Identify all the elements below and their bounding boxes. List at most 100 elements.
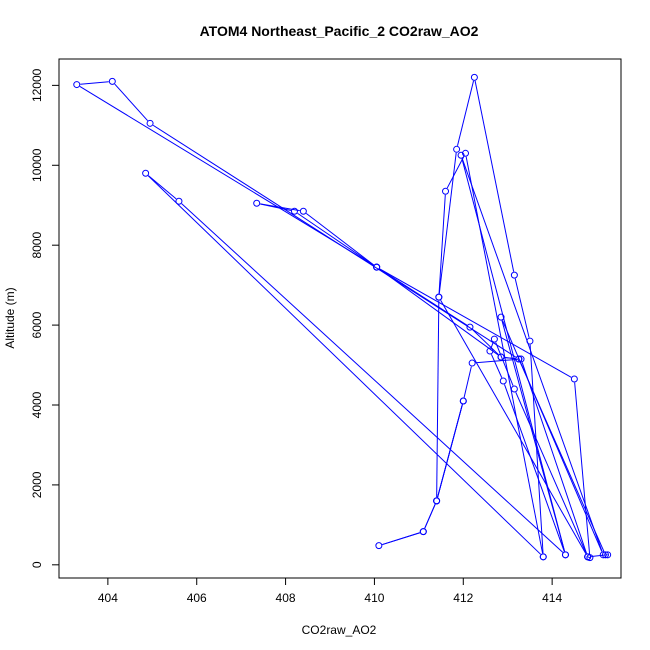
data-point	[486, 347, 494, 355]
data-point	[510, 271, 518, 279]
series-line-segment	[424, 503, 436, 529]
data-point	[470, 73, 478, 81]
data-point	[146, 119, 154, 127]
series-line-segment	[437, 404, 463, 498]
data-point	[142, 169, 150, 177]
data-point	[453, 145, 461, 153]
y-tick-label: 4000	[30, 391, 44, 418]
y-axis-label: Altitude (m)	[3, 287, 17, 348]
data-point	[584, 553, 592, 561]
y-tick-label: 12000	[30, 68, 44, 102]
series-line-segment	[379, 268, 572, 378]
series-line-segment	[472, 329, 499, 355]
data-point	[526, 337, 534, 345]
series-line-segment	[463, 366, 472, 398]
x-tick-label: 406	[187, 591, 207, 605]
data-point	[457, 151, 465, 159]
x-tick-label: 412	[453, 591, 473, 605]
x-tick-label: 408	[276, 591, 296, 605]
y-tick-label: 10000	[30, 148, 44, 182]
data-point	[539, 553, 547, 561]
data-point	[299, 207, 307, 215]
series-line-segment	[521, 362, 588, 554]
data-point	[175, 197, 183, 205]
data-point	[599, 551, 607, 559]
data-point	[442, 187, 450, 195]
series-line-segment	[504, 384, 565, 552]
data-point	[419, 528, 427, 536]
data-point	[510, 385, 518, 393]
x-tick-label: 404	[98, 591, 118, 605]
series-line-segment	[438, 194, 446, 294]
data-series	[73, 73, 612, 562]
y-tick-label: 6000	[30, 311, 44, 338]
series-line-segment	[587, 556, 591, 559]
data-point	[468, 359, 476, 367]
series-line-segment	[495, 342, 514, 386]
data-point	[433, 497, 441, 505]
data-point	[435, 293, 443, 301]
series-line-segment	[382, 532, 421, 546]
data-point	[601, 551, 609, 559]
x-axis: 404 406 408 410 412 414	[98, 577, 562, 605]
x-axis-label: CO2raw_AO2	[302, 623, 377, 637]
x-tick-label: 410	[364, 591, 384, 605]
series-line-segment	[260, 203, 300, 212]
series-line-segment	[379, 268, 499, 356]
data-point	[73, 81, 81, 89]
data-point	[462, 149, 470, 157]
series-line-segment	[446, 156, 465, 189]
series-line-segment	[456, 80, 475, 146]
series-line-segment	[461, 158, 603, 552]
series-line-segment	[501, 320, 566, 552]
plot-frame	[58, 58, 622, 579]
data-point	[515, 355, 523, 363]
series-line-segment	[474, 80, 515, 272]
data-point	[570, 375, 578, 383]
data-point	[375, 542, 383, 550]
data-point	[253, 199, 261, 207]
series-line-segment	[515, 392, 587, 554]
series-line-segment	[574, 382, 591, 555]
y-tick-label: 0	[30, 561, 44, 568]
series-line-segment	[114, 83, 149, 121]
series-line-segment	[490, 342, 494, 348]
series-line-segment	[502, 320, 603, 552]
series-line-segment	[465, 156, 544, 554]
series-line-segment	[379, 268, 468, 326]
x-tick-label: 414	[542, 591, 562, 605]
series-line-segment	[297, 212, 374, 266]
data-point	[561, 551, 569, 559]
series-line-segment	[181, 203, 564, 553]
series-line-segment	[436, 300, 440, 498]
series-line-segment	[475, 358, 518, 364]
series-line-segment	[461, 158, 566, 552]
data-point	[290, 207, 298, 215]
series-line-segment	[79, 86, 374, 266]
series-line-segment	[504, 356, 516, 360]
data-point	[490, 335, 498, 343]
y-tick-label: 8000	[30, 232, 44, 259]
series-line-segment	[148, 175, 177, 200]
y-axis: 0 2000 4000 6000 8000 10000 12000	[30, 68, 60, 568]
series-line-segment	[591, 554, 605, 557]
data-point	[499, 377, 507, 385]
data-point	[108, 77, 116, 85]
y-tick-label: 2000	[30, 471, 44, 498]
series-line-segment	[80, 81, 109, 85]
series-line-segment	[147, 175, 542, 555]
series-line-segment	[490, 354, 503, 378]
data-point	[517, 355, 525, 363]
series-line-segment	[305, 213, 375, 266]
data-point	[466, 323, 474, 331]
series-line-segment	[440, 299, 587, 554]
series-line-segment	[438, 152, 457, 294]
data-point	[604, 551, 612, 559]
series-line-segment	[514, 278, 530, 338]
data-point	[459, 397, 467, 405]
chart-title: ATOM4 Northeast_Pacific_2 CO2raw_AO2	[200, 23, 479, 39]
data-point	[497, 313, 505, 321]
data-point	[373, 263, 381, 271]
data-point	[497, 353, 505, 361]
